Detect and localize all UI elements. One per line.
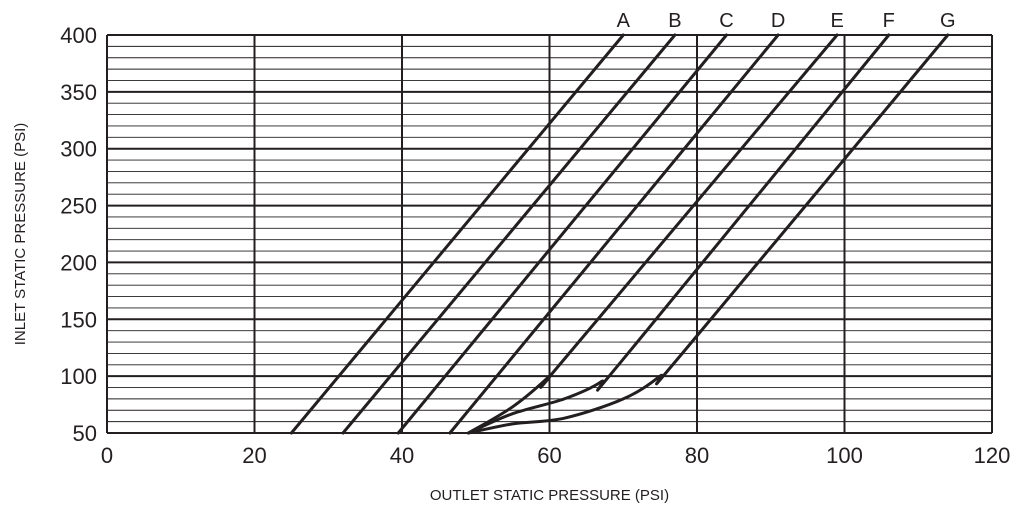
- series-line-a: [289, 33, 625, 435]
- y-tick-label: 50: [73, 421, 97, 446]
- series-lines: [289, 33, 950, 435]
- x-tick-label: 80: [685, 443, 709, 468]
- y-axis-title: INLET STATIC PRESSURE (PSI): [12, 123, 29, 346]
- y-tick-label: 300: [60, 137, 97, 162]
- series-labels: A B C D E F G: [617, 10, 956, 32]
- x-tick-label: 40: [390, 443, 414, 468]
- series-label-d: D: [771, 10, 785, 32]
- y-tick-label: 250: [60, 194, 97, 219]
- series-line-d: [448, 33, 780, 435]
- y-tick-label: 200: [60, 250, 97, 275]
- y-tick-label: 350: [60, 80, 97, 105]
- x-tick-label: 100: [826, 443, 863, 468]
- series-line-c: [396, 33, 728, 435]
- x-tick-label: 20: [242, 443, 266, 468]
- series-line-f: [466, 33, 891, 435]
- series-label-c: C: [719, 10, 733, 32]
- series-label-b: B: [668, 10, 681, 32]
- grid: [106, 34, 993, 434]
- series-label-f: F: [883, 10, 895, 32]
- y-tick-label: 100: [60, 364, 97, 389]
- x-tick-label: 120: [974, 443, 1011, 468]
- x-tick-label: 0: [101, 443, 113, 468]
- series-label-g: G: [940, 10, 956, 32]
- series-label-a: A: [617, 10, 631, 32]
- series-label-e: E: [830, 10, 843, 32]
- series-line-g: [466, 33, 950, 435]
- y-tick-label: 150: [60, 307, 97, 332]
- series-line-b: [341, 33, 677, 435]
- x-tick-label: 60: [537, 443, 561, 468]
- series-line-e: [466, 33, 839, 435]
- tick-labels: 0 20 40 60 80 100 120 50 100 150 200 250 300 350 400: [60, 23, 1010, 468]
- x-axis-title: OUTLET STATIC PRESSURE (PSI): [430, 487, 669, 504]
- y-tick-label: 400: [60, 23, 97, 48]
